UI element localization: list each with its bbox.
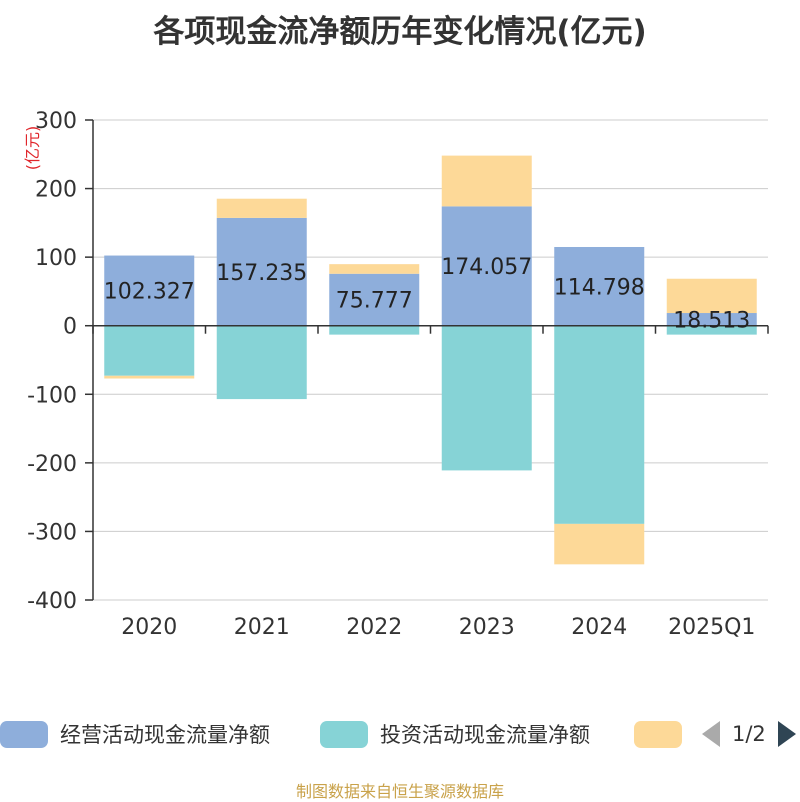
bar-segment-1 bbox=[554, 246, 645, 326]
bar-chart: 300 200 100 0 -100 -200 -300 -400 (亿元) 102.327 157… bbox=[23, 109, 769, 640]
legend-prev-arrow-icon[interactable] bbox=[702, 721, 720, 747]
bar-segment-2 bbox=[554, 325, 645, 524]
y-tick-label: -100 bbox=[27, 383, 77, 408]
legend-item-operating[interactable]: 经营活动现金流量净额 bbox=[0, 716, 270, 752]
bar-segment-1 bbox=[666, 313, 757, 326]
bar-segment-2 bbox=[666, 325, 757, 335]
legend-item-third[interactable] bbox=[634, 716, 682, 752]
y-axis-label: (亿元) bbox=[23, 126, 42, 171]
bar-segment-3 bbox=[104, 375, 195, 379]
legend-label-investing: 投资活动现金流量净额 bbox=[380, 723, 590, 747]
x-tick-label: 2024 bbox=[571, 615, 627, 640]
x-tick-label: 2020 bbox=[121, 615, 177, 640]
bar-segment-2 bbox=[216, 325, 307, 400]
x-tick-label: 2021 bbox=[234, 615, 290, 640]
y-tick-label: -200 bbox=[27, 452, 77, 477]
data-label: 18.513 bbox=[673, 308, 750, 333]
y-tick-label: 200 bbox=[35, 178, 77, 203]
x-tick-label: 2022 bbox=[346, 615, 402, 640]
data-label: 102.327 bbox=[104, 280, 195, 305]
bar-segment-1 bbox=[216, 217, 307, 326]
legend: 经营活动现金流量净额 投资活动现金流量净额 1/2 bbox=[0, 716, 800, 752]
bar-segment-3 bbox=[329, 264, 420, 274]
y-tick-label: -300 bbox=[27, 520, 77, 545]
bar-segment-2 bbox=[104, 325, 195, 376]
legend-swatch-investing bbox=[320, 720, 368, 748]
y-tick-label: 100 bbox=[35, 246, 77, 271]
bar-segment-2 bbox=[441, 325, 532, 471]
legend-pager: 1/2 bbox=[702, 716, 796, 752]
bar-segment-3 bbox=[554, 523, 645, 565]
legend-next-arrow-icon[interactable] bbox=[777, 721, 796, 747]
bar-segment-1 bbox=[441, 206, 532, 326]
bar-segment-3 bbox=[441, 155, 532, 207]
chart-title: 各项现金流净额历年变化情况(亿元) bbox=[153, 14, 647, 50]
x-tick-label: 2025Q1 bbox=[668, 615, 755, 640]
bar-segment-3 bbox=[216, 198, 307, 218]
source-note: 制图数据来自恒生聚源数据库 bbox=[295, 782, 504, 801]
y-tick-label: 0 bbox=[63, 315, 77, 340]
data-label: 75.777 bbox=[336, 289, 413, 314]
data-label: 174.057 bbox=[441, 255, 532, 280]
legend-label-operating: 经营活动现金流量净额 bbox=[60, 723, 270, 747]
bar-segment-1 bbox=[329, 273, 420, 326]
bar-segment-2 bbox=[329, 325, 420, 335]
bar-segment-1 bbox=[104, 255, 195, 326]
bar-segment-3 bbox=[666, 278, 757, 314]
data-label: 157.235 bbox=[216, 261, 307, 286]
legend-swatch-third bbox=[634, 720, 682, 748]
y-tick-label: 300 bbox=[35, 109, 77, 134]
y-tick-label: -400 bbox=[27, 589, 77, 614]
legend-swatch-operating bbox=[0, 720, 48, 748]
data-label: 114.798 bbox=[554, 275, 645, 300]
x-tick-label: 2023 bbox=[459, 615, 515, 640]
legend-item-investing[interactable]: 投资活动现金流量净额 bbox=[320, 716, 590, 752]
legend-page-indicator: 1/2 bbox=[732, 722, 766, 746]
